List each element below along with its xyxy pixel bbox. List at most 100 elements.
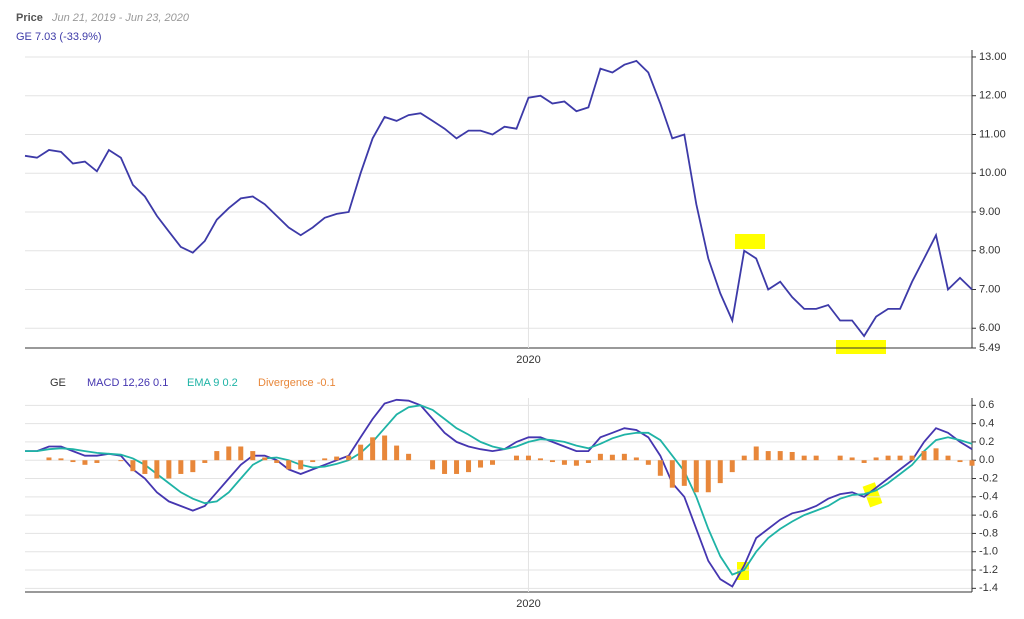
bar (442, 460, 448, 474)
bar (705, 460, 711, 493)
y-tick-label: 6.00 (979, 322, 1000, 334)
bar (681, 460, 687, 486)
bar (669, 460, 675, 488)
bar (657, 460, 663, 476)
bar (957, 460, 963, 463)
bar (765, 451, 771, 461)
y-tick-label: 5.49 (979, 342, 1000, 354)
y-tick-label: 10.00 (979, 167, 1007, 179)
bar (969, 460, 975, 466)
chart-title: Price (16, 12, 43, 24)
bar (82, 460, 88, 465)
legend-entry: MACD 12,26 0.1 (87, 377, 168, 389)
y-tick-label: 11.00 (979, 128, 1006, 140)
bar (394, 445, 400, 461)
bar (597, 453, 603, 461)
bar (801, 455, 807, 461)
bar (777, 451, 783, 461)
bar (406, 453, 412, 461)
y-tick-label: -0.4 (979, 491, 998, 503)
bar (274, 460, 280, 463)
highlight (862, 482, 883, 508)
bar (154, 460, 160, 479)
bar (585, 460, 591, 463)
bar (70, 460, 76, 463)
y-tick-label: 13.00 (979, 51, 1007, 63)
bar (58, 458, 64, 461)
bar (478, 460, 484, 468)
y-tick-label: 0.6 (979, 399, 994, 411)
bar (525, 455, 531, 461)
y-tick-label: 0.0 (979, 454, 994, 466)
bar (621, 453, 627, 461)
bar (346, 455, 352, 461)
y-tick-label: -1.4 (979, 582, 998, 594)
bar (729, 460, 735, 473)
x-tick-label: 2020 (516, 598, 540, 610)
bar (561, 460, 567, 465)
y-tick-label: 12.00 (979, 90, 1007, 102)
bar (789, 451, 795, 461)
bar (885, 455, 891, 461)
bar (490, 460, 496, 465)
bar (921, 451, 927, 461)
bar (202, 460, 208, 463)
bar (238, 446, 244, 461)
bar (753, 446, 759, 461)
y-tick-label: 0.4 (979, 418, 994, 430)
bar (322, 458, 328, 461)
bar (118, 460, 124, 462)
bar (537, 458, 543, 461)
bar (933, 448, 939, 461)
bar (741, 455, 747, 461)
bar (250, 451, 256, 461)
bar (190, 460, 196, 473)
bar (298, 460, 304, 470)
bar (166, 460, 172, 479)
legend-entry: EMA 9 0.2 (187, 377, 238, 389)
bar (142, 460, 148, 474)
bar (262, 457, 268, 461)
y-tick-label: 7.00 (979, 283, 1000, 295)
bar (549, 460, 555, 463)
y-tick-label: -1.2 (979, 564, 998, 576)
y-tick-label: -0.6 (979, 509, 998, 521)
bar (609, 454, 615, 461)
line (24, 59, 973, 338)
bar (873, 457, 879, 461)
highlight (836, 340, 886, 354)
bar (310, 460, 316, 463)
bar (94, 460, 100, 463)
legend-title: GE (50, 377, 66, 389)
bar (382, 435, 388, 461)
bar (466, 460, 472, 473)
bar (849, 457, 855, 461)
bar (513, 455, 519, 461)
bar (813, 455, 819, 461)
bar (370, 437, 376, 461)
legend-entry: Divergence -0.1 (258, 377, 336, 389)
bar (214, 451, 220, 461)
bar (861, 460, 867, 463)
bar (945, 455, 951, 461)
chart-subtitle: Jun 21, 2019 - Jun 23, 2020 (51, 12, 190, 24)
y-tick-label: -0.8 (979, 527, 998, 539)
y-tick-label: 0.2 (979, 436, 994, 448)
y-tick-label: -0.2 (979, 472, 998, 484)
highlight (735, 234, 765, 249)
bar (573, 460, 579, 466)
line (25, 404, 973, 576)
bar (130, 460, 136, 472)
bar (286, 460, 292, 470)
bar (454, 460, 460, 474)
line (25, 398, 973, 588)
y-tick-label: -1.0 (979, 546, 998, 558)
bar (909, 455, 915, 461)
bar (645, 460, 651, 465)
legend-entry: GE 7.03 (-33.9%) (16, 31, 102, 43)
bar (430, 460, 436, 470)
bar (897, 455, 903, 461)
bar (46, 457, 52, 461)
y-tick-label: 8.00 (979, 245, 1000, 257)
